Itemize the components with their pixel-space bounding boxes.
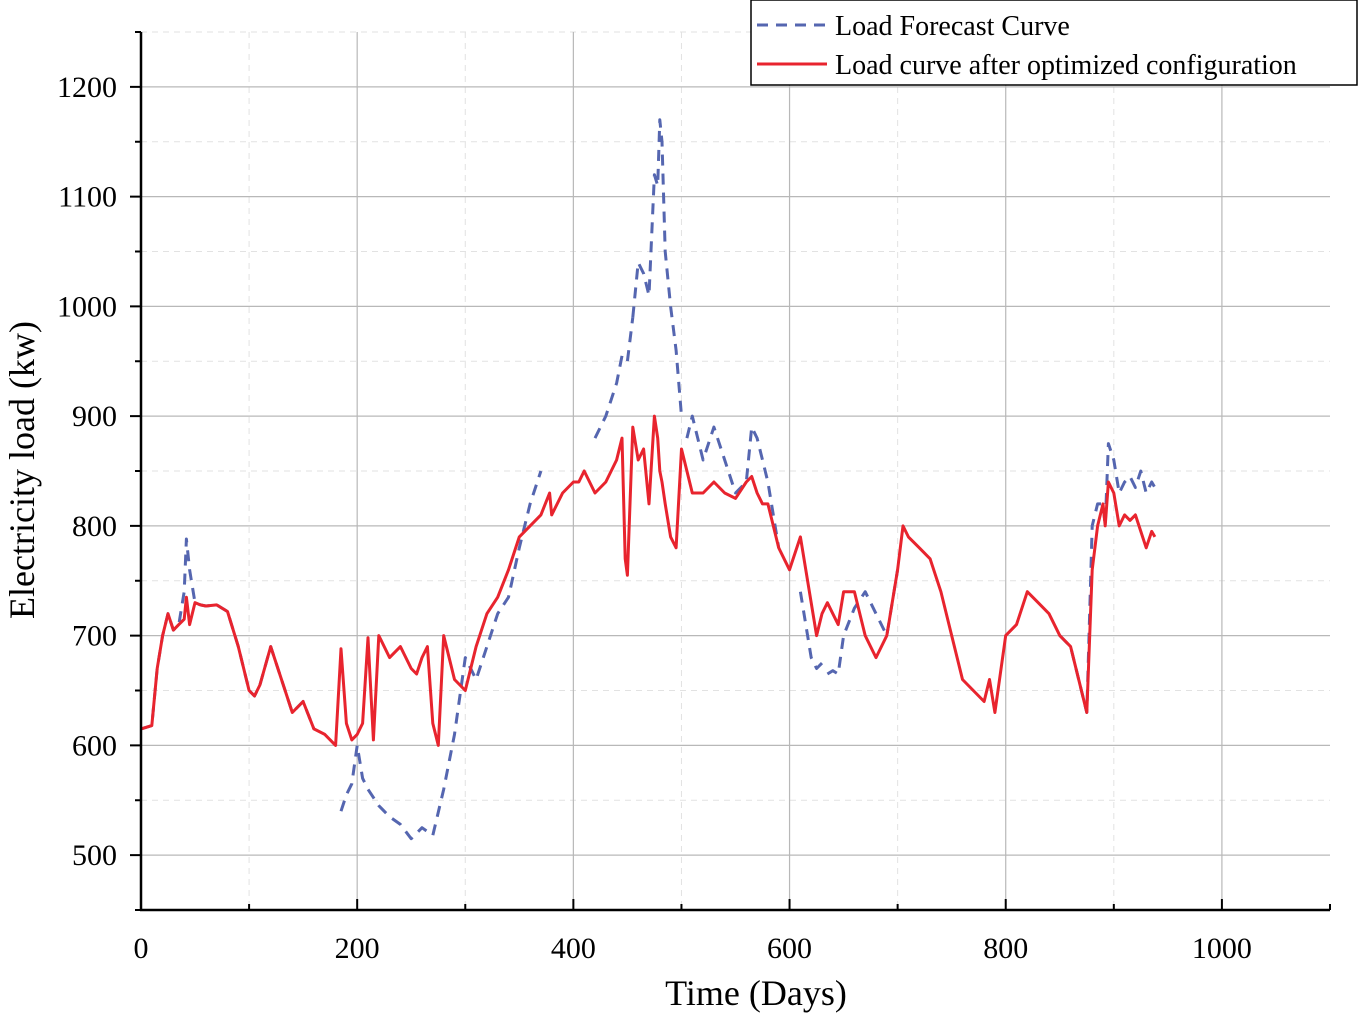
series-line-0 — [631, 118, 683, 417]
y-tick-label: 700 — [72, 620, 117, 653]
y-tick-label: 1000 — [57, 290, 117, 323]
x-tick-label: 1000 — [1192, 932, 1252, 965]
y-tick-label: 500 — [72, 839, 117, 872]
series-line-0 — [798, 591, 824, 670]
series-layer — [140, 118, 1157, 841]
series-line-1 — [140, 414, 1157, 747]
series-line-0 — [593, 317, 635, 439]
y-tick-label: 600 — [72, 729, 117, 762]
legend-box — [750, 0, 1358, 86]
y-tick-label: 900 — [72, 400, 117, 433]
axes: 0 200 400 600 800 1000 500 600 700 800 900 1000 1100… — [57, 31, 1331, 965]
legend: Load Forecast Curve Load curve after opt… — [750, 0, 1358, 86]
y-axis-title: Electricity load (kw) — [2, 321, 42, 619]
series-line-0 — [339, 470, 543, 841]
y-tick-label: 1200 — [57, 71, 117, 104]
series-line-0 — [826, 569, 900, 676]
y-tick-label: 1100 — [58, 181, 117, 214]
series-line-0 — [685, 414, 781, 549]
grid-lines — [141, 31, 1330, 911]
y-tick-label: 800 — [72, 510, 117, 543]
legend-label-forecast: Load Forecast Curve — [835, 11, 1070, 42]
legend-label-optimized: Load curve after optimized configuration — [835, 50, 1297, 81]
x-tick-label: 0 — [134, 932, 149, 965]
x-tick-label: 800 — [983, 932, 1028, 965]
x-axis-title: Time (Days) — [665, 973, 847, 1013]
x-tick-label: 400 — [551, 932, 596, 965]
x-tick-label: 600 — [767, 932, 812, 965]
x-tick-label: 200 — [335, 932, 380, 965]
